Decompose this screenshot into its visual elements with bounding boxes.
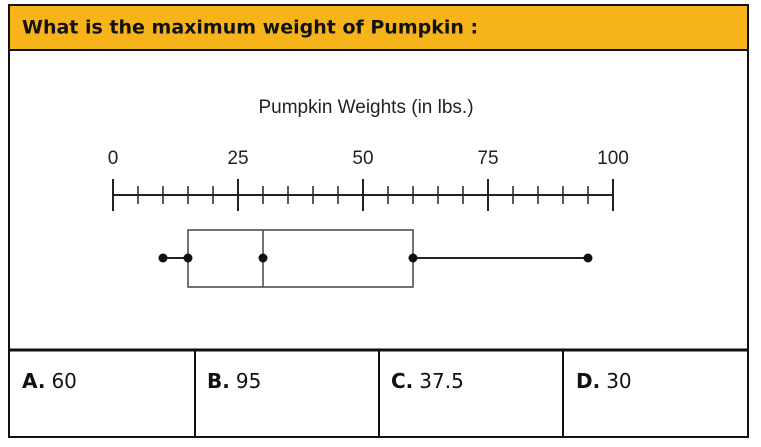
point [408, 253, 418, 263]
point [258, 253, 268, 263]
answer-option[interactable]: B. 95 [207, 369, 261, 393]
x-tick-label: 75 [477, 148, 498, 169]
question: What is the maximum weight of Pumpkin : [22, 17, 478, 39]
point [183, 253, 193, 263]
answer-letter: A. [22, 369, 45, 393]
answer-text: 30 [606, 369, 631, 393]
chart-title: Pumpkin Weights (in lbs.) [258, 97, 473, 118]
answer-letter: C. [391, 369, 413, 393]
answer-text: 95 [236, 369, 261, 393]
answer-text: 60 [51, 369, 76, 393]
point [158, 253, 168, 263]
header-bar [10, 6, 747, 50]
point [583, 253, 593, 263]
answer-option[interactable]: C. 37.5 [391, 369, 464, 393]
x-tick-label: 25 [227, 148, 248, 169]
answer-option[interactable]: A. 60 [22, 369, 77, 393]
answer-text: 37.5 [419, 369, 464, 393]
x-tick-label: 100 [597, 148, 629, 169]
x-tick-label: 0 [108, 148, 119, 169]
answer-letter: B. [207, 369, 230, 393]
x-tick-label: 50 [352, 148, 373, 169]
answer-letter: D. [576, 369, 600, 393]
answer-option[interactable]: D. 30 [576, 369, 632, 393]
